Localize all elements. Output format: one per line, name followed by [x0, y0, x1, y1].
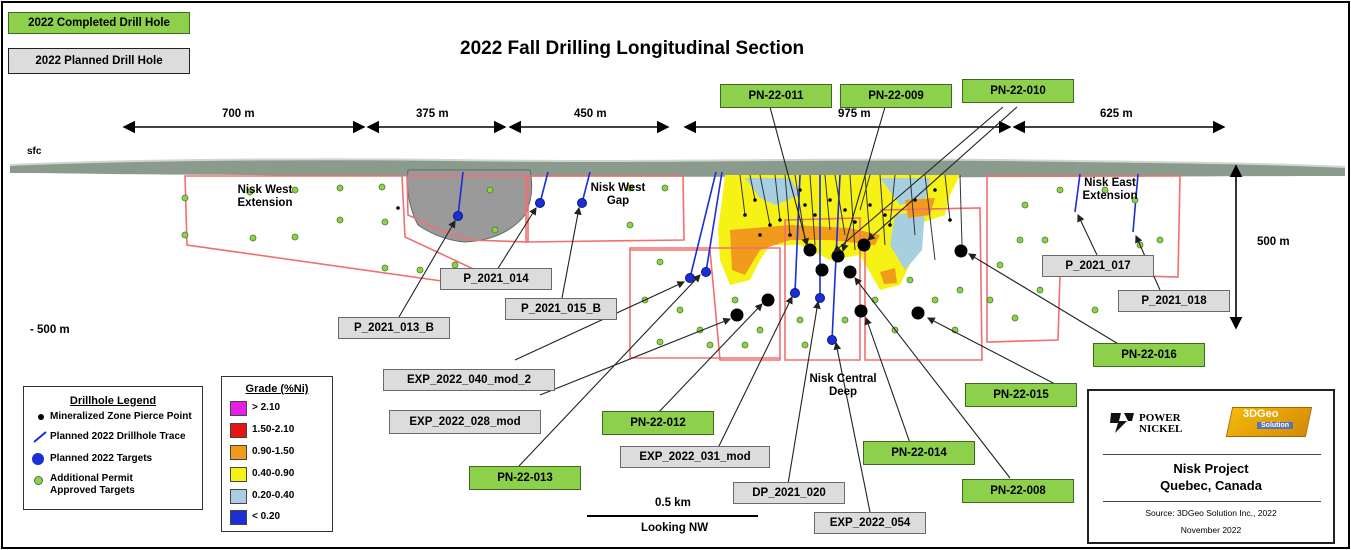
permit-targets: [181, 183, 1164, 349]
drillhole-legend: Drillhole Legend Mineralized Zone Pierce…: [23, 386, 203, 510]
hole-label-exp-2022-040-mod-2: EXP_2022_040_mod_2: [383, 369, 555, 391]
legend-completed-box: 2022 Completed Drill Hole: [8, 12, 190, 34]
zone-label-west-gap: Nisk West Gap: [590, 182, 646, 207]
grade-label-1: > 2.10: [252, 402, 281, 413]
date-note: November 2022: [1180, 525, 1242, 535]
hole-label-exp-2022-054: EXP_2022_054: [814, 512, 926, 534]
low-grade-pod-3: [890, 210, 925, 270]
grade-swatch-5: [230, 489, 247, 504]
power-nickel-logo-icon: [1110, 413, 1134, 433]
west-zone-solid: [407, 169, 533, 243]
completed-pierce-points: [730, 238, 968, 322]
hole-label-pn-22-010: PN-22-010: [962, 79, 1074, 103]
grade-swatch-2: [230, 423, 247, 438]
high-grade-pod-3: [880, 268, 897, 284]
scale-view: Looking NW: [641, 522, 709, 534]
depth-label: - 500 m: [30, 324, 70, 336]
source-note: Source: 3DGeo Solution Inc., 2022: [1145, 508, 1277, 518]
grade-swatch-4: [230, 467, 247, 482]
grade-label-3: 0.90-1.50: [252, 446, 295, 457]
info-divider-2: [1103, 501, 1321, 502]
legend-planned-box: 2022 Planned Drill Hole: [8, 48, 190, 74]
hole-label-exp-2022-031-mod: EXP_2022_031_mod: [620, 446, 770, 468]
hole-label-p-2021-013-b: P_2021_013_B: [338, 317, 450, 339]
dim-label-375: 375 m: [416, 108, 449, 120]
project-location: Quebec, Canada: [1160, 478, 1262, 493]
zone-label-central-deep: Nisk Central Deep: [809, 373, 877, 398]
hole-label-dp-2021-020: DP_2021_020: [733, 482, 845, 504]
grade-label-2: 1.50-2.10: [252, 424, 295, 435]
hole-label-pn-22-014: PN-22-014: [863, 441, 975, 465]
legend-item-targets: Planned 2022 Targets: [50, 453, 153, 464]
grade-label-5: 0.20-0.40: [252, 490, 295, 501]
hole-label-pn-22-009: PN-22-009: [840, 84, 952, 108]
hole-label-exp-2022-028-mod: EXP_2022_028_mod: [389, 410, 541, 434]
high-grade-pod: [730, 225, 880, 275]
surface-label: sfc: [27, 146, 42, 157]
hole-label-pn-22-015: PN-22-015: [965, 383, 1077, 407]
zone-label-east-extension: Nisk East Extension: [1082, 177, 1138, 202]
grade-legend-title: Grade (%Ni): [245, 383, 309, 395]
hole-label-pn-22-008: PN-22-008: [962, 479, 1074, 503]
grade-label-4: 0.40-0.90: [252, 468, 295, 479]
dim-label-625: 625 m: [1100, 108, 1133, 120]
info-panel: POWER NICKEL 3DGeo Solution Nisk Project…: [1087, 389, 1335, 544]
hole-label-pn-22-016: PN-22-016: [1093, 343, 1205, 367]
permit-target-icon: [34, 476, 43, 485]
pierce-point-icon: [38, 414, 44, 420]
3dgeo-logo-text: 3DGeo: [1243, 408, 1279, 420]
trace-icon: [33, 431, 47, 443]
grade-swatch-1: [230, 401, 247, 416]
surface-band: [10, 159, 1345, 178]
hole-label-p-2021-014: P_2021_014: [440, 268, 552, 290]
leader-lines: [398, 106, 1161, 513]
hole-label-pn-22-012: PN-22-012: [602, 411, 714, 435]
scale-distance: 0.5 km: [655, 497, 691, 509]
dim-label-700: 700 m: [222, 108, 255, 120]
legend-item-trace: Planned 2022 Drillhole Trace: [50, 431, 186, 442]
hole-label-pn-22-013: PN-22-013: [469, 466, 581, 490]
grade-label-6: < 0.20: [252, 511, 281, 522]
dimension-arrows: [122, 120, 1243, 330]
planned-traces: [457, 171, 1139, 341]
legend-item-pierce: Mineralized Zone Pierce Point: [50, 411, 192, 422]
hole-label-p-2021-017: P_2021_017: [1042, 255, 1154, 277]
dim-label-450: 450 m: [574, 108, 607, 120]
drillhole-legend-title: Drillhole Legend: [69, 395, 157, 407]
dim-label-975: 975 m: [838, 108, 871, 120]
hole-label-pn-22-011: PN-22-011: [720, 84, 832, 108]
grade-swatch-6: [230, 510, 247, 525]
planned-targets: [453, 198, 837, 345]
info-divider-1: [1103, 454, 1321, 455]
power-nickel-logo-text: POWER NICKEL: [1139, 412, 1183, 435]
hole-label-p-2021-018: P_2021_018: [1118, 290, 1230, 312]
hole-label-p-2021-015-b: P_2021_015_B: [505, 298, 617, 320]
3dgeo-logo-sub: Solution: [1257, 422, 1293, 429]
surface-line: [9, 158, 1346, 168]
project-name: Nisk Project: [1173, 461, 1249, 476]
planned-target-icon: [32, 453, 44, 465]
zone-label-west-extension: Nisk West Extension: [237, 184, 293, 209]
figure-title: 2022 Fall Drilling Longitudinal Section: [460, 38, 805, 59]
completed-traces: [739, 174, 963, 261]
grade-swatch-3: [230, 445, 247, 460]
dim-label-vertical: 500 m: [1257, 236, 1290, 248]
legend-item-permit: Additional Permit Approved Targets: [50, 473, 135, 496]
grade-legend: Grade (%Ni) > 2.10 1.50-2.10 0.90-1.50 0…: [221, 376, 333, 532]
zone-outlines: [184, 175, 1181, 361]
